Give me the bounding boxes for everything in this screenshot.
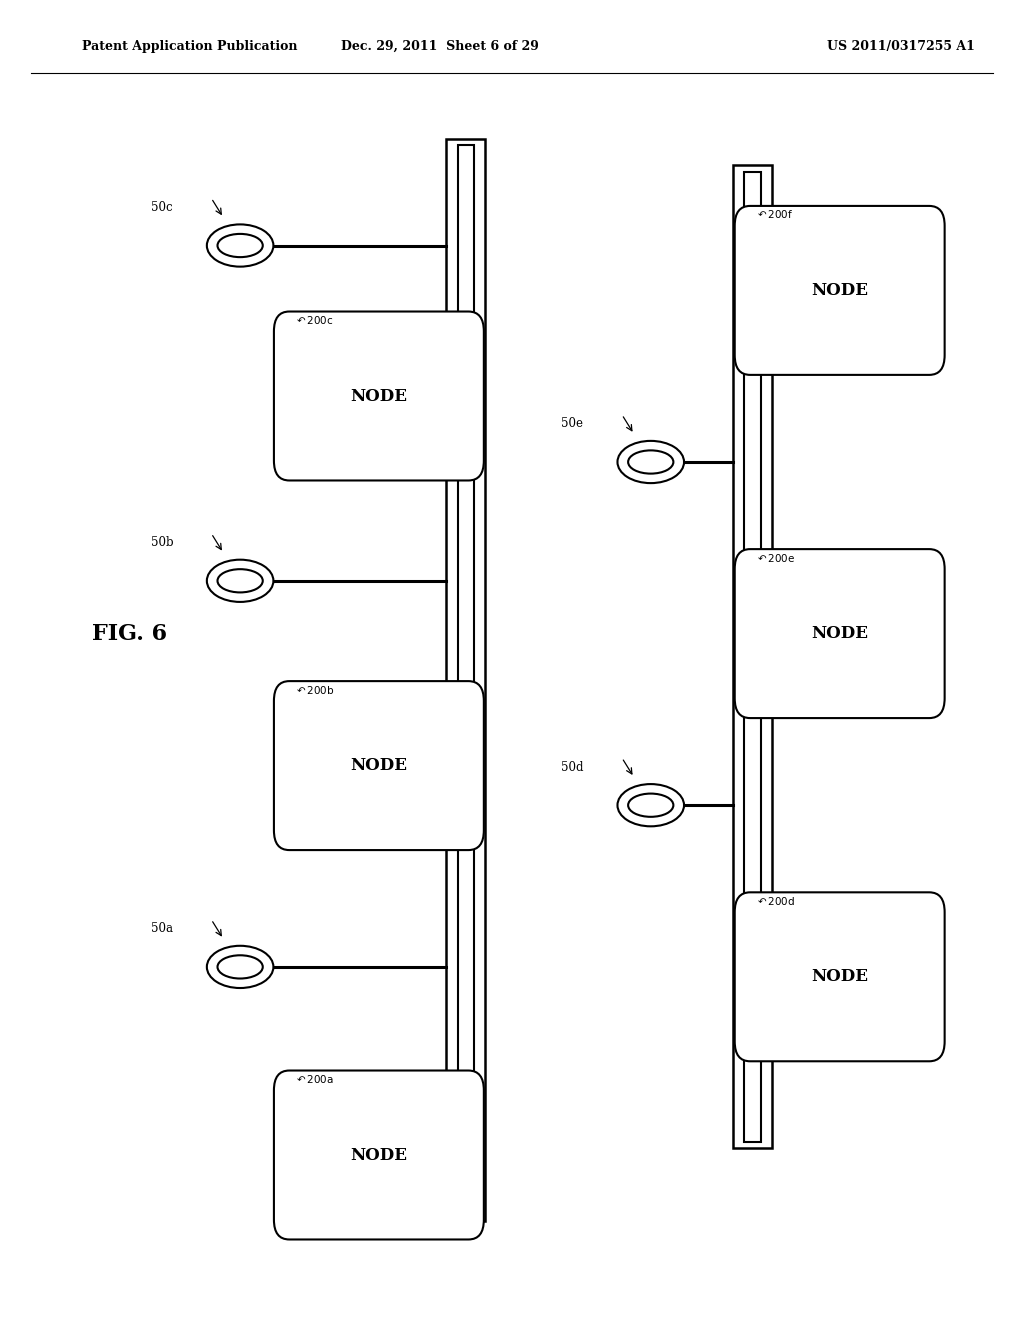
Text: 50d: 50d [561,760,584,774]
Text: NODE: NODE [350,388,408,404]
Text: NODE: NODE [811,969,868,985]
FancyBboxPatch shape [273,312,483,480]
FancyBboxPatch shape [734,549,944,718]
Text: 50e: 50e [561,417,583,430]
Ellipse shape [628,450,674,474]
Text: $\mathsf{\curvearrowleft}$200f: $\mathsf{\curvearrowleft}$200f [755,209,794,220]
Text: Dec. 29, 2011  Sheet 6 of 29: Dec. 29, 2011 Sheet 6 of 29 [341,40,540,53]
FancyBboxPatch shape [446,139,485,1221]
FancyBboxPatch shape [273,1071,483,1239]
Text: FIG. 6: FIG. 6 [92,623,167,644]
Text: $\mathsf{\curvearrowleft}$200b: $\mathsf{\curvearrowleft}$200b [295,684,335,696]
FancyBboxPatch shape [734,206,944,375]
Ellipse shape [217,234,263,257]
Text: $\mathsf{\curvearrowleft}$200e: $\mathsf{\curvearrowleft}$200e [755,552,796,564]
Ellipse shape [207,224,273,267]
Ellipse shape [628,793,674,817]
Text: Patent Application Publication: Patent Application Publication [82,40,297,53]
Text: NODE: NODE [350,758,408,774]
Text: $\mathsf{\curvearrowleft}$200d: $\mathsf{\curvearrowleft}$200d [755,895,796,907]
FancyBboxPatch shape [734,892,944,1061]
Ellipse shape [217,956,263,978]
Text: $\mathsf{\curvearrowleft}$200c: $\mathsf{\curvearrowleft}$200c [295,314,334,326]
FancyBboxPatch shape [458,145,474,1214]
Ellipse shape [617,441,684,483]
Ellipse shape [217,569,263,593]
FancyBboxPatch shape [733,165,772,1148]
Ellipse shape [617,784,684,826]
Text: NODE: NODE [811,282,868,298]
Text: 50c: 50c [151,201,172,214]
FancyBboxPatch shape [273,681,483,850]
Text: NODE: NODE [350,1147,408,1163]
Text: 50a: 50a [151,923,172,935]
Text: $\mathsf{\curvearrowleft}$200a: $\mathsf{\curvearrowleft}$200a [295,1073,335,1085]
Text: US 2011/0317255 A1: US 2011/0317255 A1 [827,40,975,53]
Text: NODE: NODE [811,626,868,642]
Ellipse shape [207,560,273,602]
FancyBboxPatch shape [744,172,761,1142]
Ellipse shape [207,945,273,987]
Text: 50b: 50b [151,536,173,549]
